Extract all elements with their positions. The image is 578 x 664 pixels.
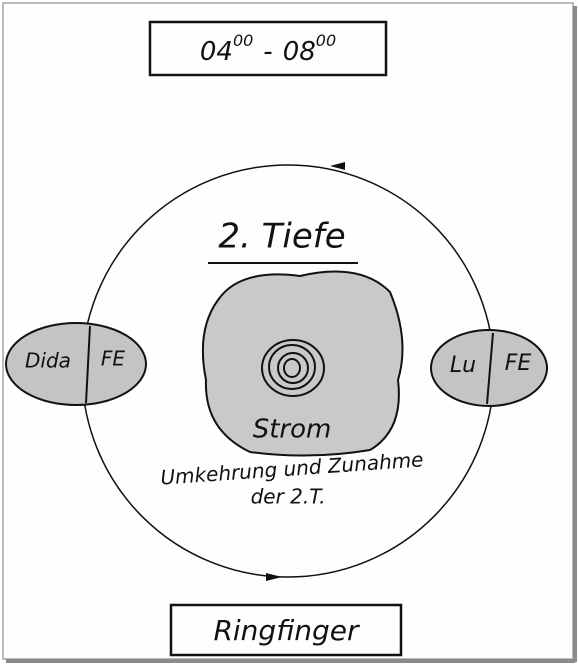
node-name: Lu (450, 353, 476, 378)
end-minutes: 00 (316, 31, 336, 50)
title: 2. Tiefe (218, 217, 345, 257)
center-note: der 2.T. (251, 485, 326, 509)
node-tag: FE (101, 347, 126, 371)
end-hour: 08 (283, 37, 316, 67)
start-hour: 04 (200, 37, 233, 67)
time-range: 0400-0800 (200, 31, 336, 67)
start-minutes: 00 (233, 31, 253, 50)
footer-label: Ringfinger (213, 614, 360, 647)
node-name: Dida (25, 349, 71, 373)
separator: - (263, 37, 272, 67)
diagram: 0400-0800 2. Tiefe Strom Umkehrung und Z… (0, 0, 578, 664)
center-label: Strom (253, 415, 332, 445)
node-tag: FE (505, 351, 532, 376)
